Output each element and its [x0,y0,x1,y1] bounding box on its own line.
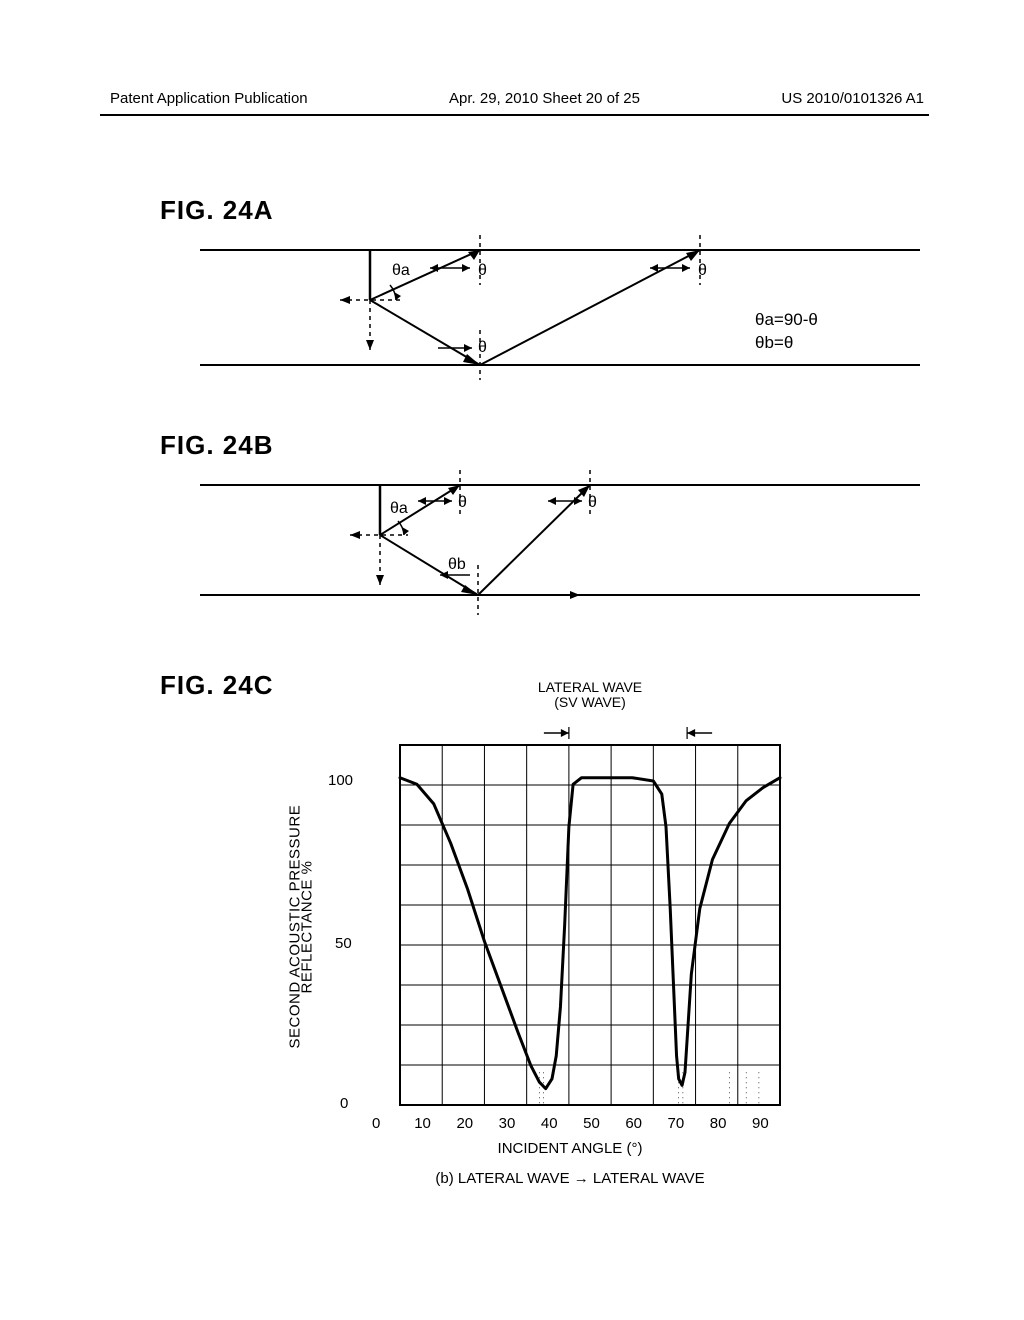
xtick-80: 80 [710,1115,727,1132]
fig-24a-theta-2: θ [698,262,707,279]
fig-24a-label: FIG. 24A [160,195,273,226]
ytick-50: 50 [335,935,352,952]
page-header: Patent Application Publication Apr. 29, … [110,90,924,113]
fig-24b-theta-b: θb [448,556,466,573]
fig-24a-eq1: θa=90-θ [755,310,818,329]
ytick-100: 100 [328,772,353,789]
xtick-30: 30 [499,1115,516,1132]
fig-24a-container: FIG. 24A [160,195,273,226]
fig-24a-diagram: θa θ θ θ θa=90-θ θb=θ [180,230,940,400]
fig-24b-diagram: θa θ θ θb [180,465,940,635]
fig-24a-eq2: θb=θ [755,333,793,352]
chart-caption: (b) LATERAL WAVE → LATERAL WAVE [370,1170,770,1187]
fig-24c-chart: LATERAL WAVE (SV WAVE) SECOND ACOUSTIC P… [260,680,820,1200]
xtick-20: 20 [456,1115,473,1132]
fig-24a-theta-3: θ [478,339,487,356]
fig-24b-theta-1: θ [458,494,467,511]
lateral-wave-annot: LATERAL WAVE (SV WAVE) [510,680,670,711]
xtick-50: 50 [583,1115,600,1132]
lateral-wave-line2: (SV WAVE) [510,695,670,710]
header-right: US 2010/0101326 A1 [781,90,924,107]
xtick-40: 40 [541,1115,558,1132]
fig-24a-theta-1: θ [478,262,487,279]
header-left: Patent Application Publication [110,90,308,107]
fig-24a-theta-a: θa [392,262,410,279]
fig-24b-container: FIG. 24B [160,430,273,461]
header-center: Apr. 29, 2010 Sheet 20 of 25 [449,90,640,107]
xtick-10: 10 [414,1115,431,1132]
fig-24c-label: FIG. 24C [160,670,273,701]
xtick-0: 0 [372,1115,380,1132]
xlabel: INCIDENT ANGLE (°) [410,1140,730,1157]
fig-24b-theta-2: θ [588,494,597,511]
fig-24b-label: FIG. 24B [160,430,273,461]
xtick-60: 60 [625,1115,642,1132]
ylabel-line2: REFLECTANCE % [299,844,316,994]
lateral-wave-line1: LATERAL WAVE [510,680,670,695]
header-rule [100,114,929,116]
xtick-70: 70 [668,1115,685,1132]
ytick-0: 0 [340,1095,348,1112]
chart-svg [380,715,800,1135]
fig-24c-container: FIG. 24C [160,670,273,701]
fig-24b-theta-a: θa [390,500,408,517]
xtick-90: 90 [752,1115,769,1132]
